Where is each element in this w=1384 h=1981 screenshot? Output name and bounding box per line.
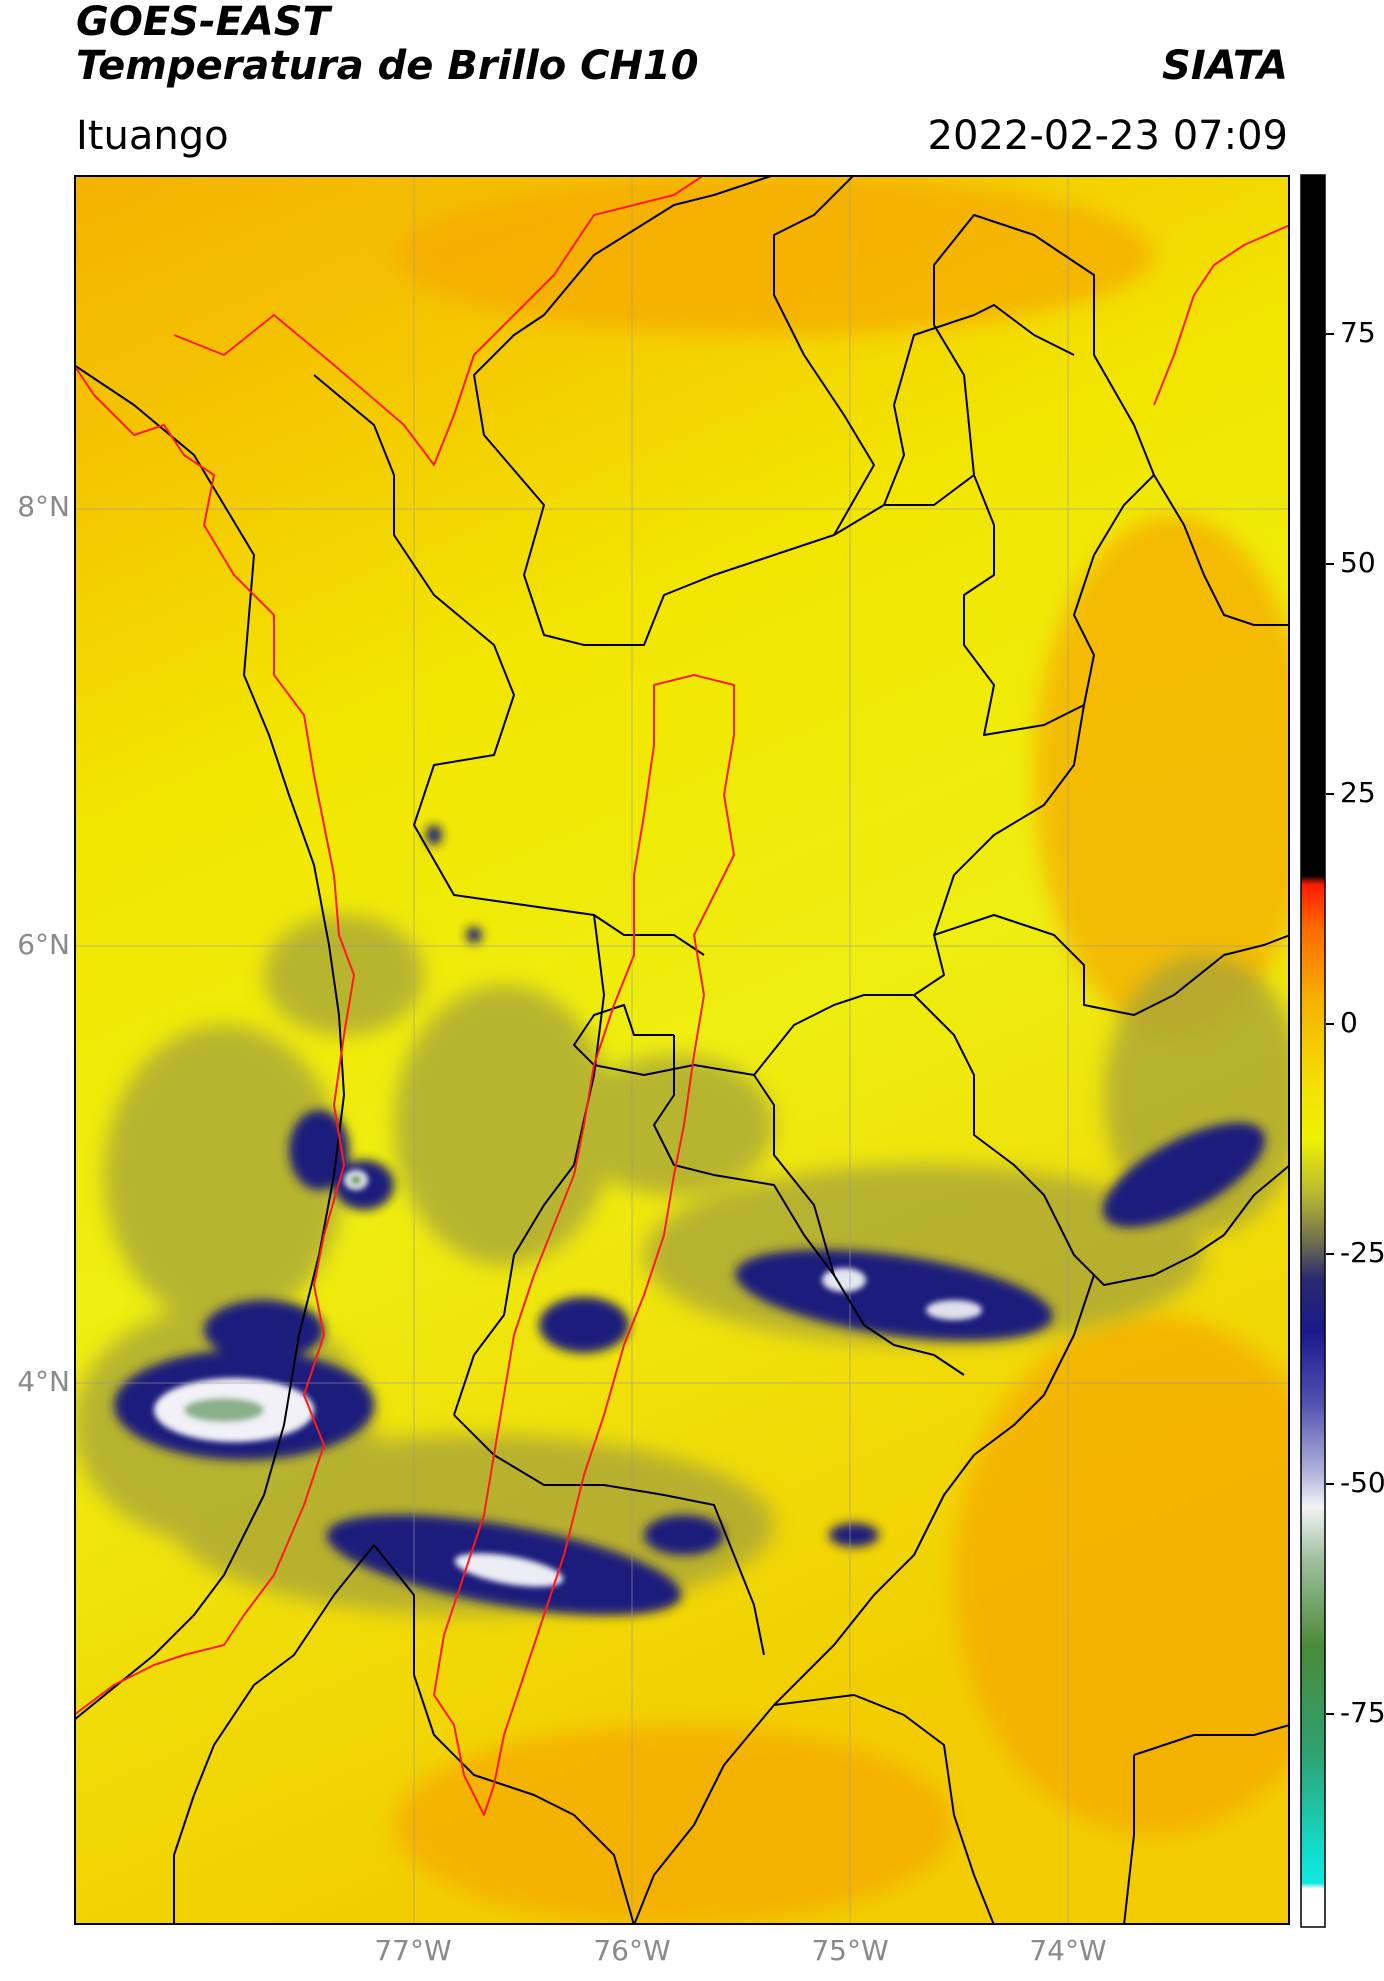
lat-label-4n: 4°N [17, 1365, 70, 1398]
brightness-temperature-map [74, 175, 1290, 1925]
department-borders [74, 175, 1290, 1925]
coldest-cloud-tops [154, 1170, 982, 1587]
colorbar-tick-minus-25: -25 [1340, 1236, 1384, 1269]
timestamp-label: 2022-02-23 07:09 [927, 113, 1288, 159]
colorbar-ticks [1326, 333, 1334, 1715]
product-title: Temperatura de Brillo CH10 [76, 43, 699, 89]
lat-label-6n: 6°N [17, 928, 70, 961]
colorbar-tick-75: 75 [1340, 316, 1376, 349]
colorbar-tick-minus-75: -75 [1340, 1696, 1384, 1729]
colorbar-tick-25: 25 [1340, 776, 1376, 809]
org-label: SIATA [1162, 43, 1288, 89]
colorbar [1300, 174, 1326, 1928]
colorbar-tick-minus-50: -50 [1340, 1466, 1384, 1499]
coastline-and-basin [74, 175, 1290, 1816]
region-label: Ituango [76, 113, 229, 159]
lon-label-74w: 74°W [1029, 1934, 1107, 1967]
colorbar-tick-0: 0 [1340, 1006, 1358, 1039]
map-frame [74, 175, 1290, 1925]
colorbar-tick-50: 50 [1340, 546, 1376, 579]
satellite-title: GOES-EAST [76, 0, 330, 45]
lon-label-77w: 77°W [374, 1934, 452, 1967]
lat-label-8n: 8°N [17, 490, 70, 523]
lon-label-76w: 76°W [593, 1934, 671, 1967]
lon-label-75w: 75°W [811, 1934, 889, 1967]
